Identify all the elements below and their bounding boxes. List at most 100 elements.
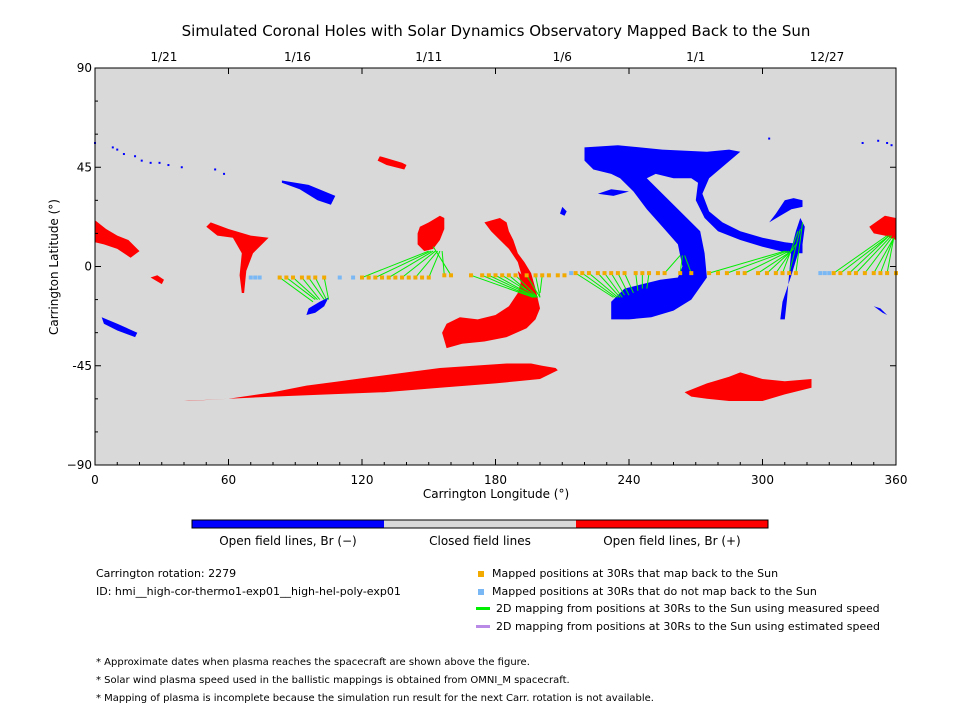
mapped-back-point-34 [580, 271, 585, 276]
y-tick-label-1: 45 [77, 160, 92, 174]
mapped-back-point-47 [689, 271, 694, 276]
measured-speed-line-39 [708, 250, 785, 274]
measured-speed-line-24 [539, 275, 543, 294]
x-tick-label-6: 360 [885, 473, 908, 487]
axes: 0 60 120 180 240 300 360 90 45 0 -45 −90 [67, 61, 908, 487]
measured-speed-line-28 [597, 272, 621, 298]
measured-speed-line-2 [292, 277, 318, 300]
open-negative-region-0 [584, 145, 803, 320]
mapped-back-point-37 [602, 271, 607, 276]
mapped-back-point-30 [546, 273, 551, 278]
mapped-back-point-31 [555, 273, 560, 278]
not-mapped-point-7 [822, 271, 827, 276]
measured-speed-line-5 [314, 277, 327, 300]
mapped-back-point-8 [366, 275, 371, 280]
measured-speed-line-25 [575, 272, 614, 298]
mapped-back-point-57 [787, 271, 792, 276]
mapped-back-point-53 [756, 271, 761, 276]
not-mapped-point-5 [569, 271, 574, 276]
open-positive-region-17 [184, 363, 558, 401]
open-negative-region-1 [780, 218, 805, 320]
mapped-back-point-4 [306, 275, 311, 280]
legend-label: Mapped positions at 30Rs that map back t… [492, 567, 779, 580]
mapped-back-point-39 [615, 271, 620, 276]
legend-item-measured-speed: 2D mapping from positions at 30Rs to the… [476, 602, 880, 615]
measured-speed-line-45 [782, 231, 799, 274]
measured-speed-line-1 [286, 277, 316, 300]
mapped-back-point-27 [524, 273, 529, 278]
mapped-back-point-28 [533, 273, 538, 278]
mapped-back-point-14 [406, 275, 411, 280]
open-negative-dot-12 [861, 141, 864, 144]
not-mapped-point-6 [818, 271, 823, 276]
measured-speed-line-33 [635, 273, 639, 291]
coronal-holes [94, 137, 896, 401]
line-marker-icon [476, 625, 490, 628]
not-mapped-point-4 [351, 275, 356, 280]
legend-label: Mapped positions at 30Rs that do not map… [492, 585, 817, 598]
measured-speed-line-0 [279, 277, 314, 303]
not-mapped-point-8 [827, 271, 832, 276]
measured-speed-line-40 [726, 250, 788, 274]
measured-speed-line-23 [535, 275, 541, 298]
open-negative-region-6 [101, 317, 138, 338]
mapped-back-point-9 [373, 275, 378, 280]
measured-speed-line-14 [432, 246, 452, 276]
colorbar-segment-1 [384, 520, 576, 528]
measured-speed-line-51 [855, 235, 892, 274]
colorbar-label-positive: Open field lines, Br (+) [603, 534, 741, 548]
y-tick-label-2: 0 [84, 260, 92, 274]
mapped-back-point-51 [736, 271, 741, 276]
mapped-back-point-24 [500, 273, 505, 278]
not-mapped-point-3 [337, 275, 342, 280]
measured-speed-line-38 [684, 255, 692, 274]
chart-title: Simulated Coronal Holes with Solar Dynam… [182, 22, 811, 40]
measured-speed-line-55 [886, 237, 895, 274]
open-negative-dot-14 [886, 141, 889, 144]
open-negative-dot-1 [111, 146, 114, 149]
measured-speed-line-31 [617, 272, 630, 296]
mapped-back-point-66 [885, 271, 890, 276]
measured-speed-line-27 [588, 272, 619, 298]
mapped-back-point-60 [838, 271, 843, 276]
measured-speed-line-53 [873, 237, 895, 274]
mapped-back-point-7 [360, 275, 364, 280]
mapped-back-point-21 [480, 273, 485, 278]
open-negative-region-5 [281, 180, 336, 205]
measured-speed-line-54 [879, 237, 895, 274]
open-negative-region-7 [306, 297, 329, 315]
open-negative-region-3 [597, 189, 629, 196]
mapped-back-point-54 [764, 271, 769, 276]
open-negative-dot-7 [158, 161, 161, 164]
mapped-back-point-1 [284, 275, 289, 280]
mapped-back-point-15 [413, 275, 418, 280]
open-positive-region-14 [442, 218, 540, 349]
top-date-label-4: 1/1 [686, 50, 705, 64]
open-negative-dot-10 [214, 168, 217, 171]
measured-speed-line-47 [795, 222, 804, 274]
measured-speed-line-22 [526, 275, 541, 298]
y-tick-label-3: -45 [72, 359, 92, 373]
mapped-back-point-33 [573, 271, 578, 276]
open-negative-region-4 [560, 206, 567, 216]
square-marker-icon [478, 570, 484, 577]
open-negative-dot-3 [122, 153, 125, 156]
line-marker-icon [476, 607, 490, 610]
mapped-back-point-5 [313, 275, 318, 280]
legend-label: 2D mapping from positions at 30Rs to the… [496, 602, 880, 615]
open-positive-region-16 [869, 215, 896, 240]
top-date-label-1: 1/16 [284, 50, 311, 64]
open-negative-dot-9 [180, 166, 183, 169]
mapped-back-point-16 [420, 275, 425, 280]
mapped-back-point-20 [469, 273, 474, 278]
colorbar-segment-2 [576, 520, 768, 528]
mapped-back-point-45 [662, 271, 667, 276]
measured-speed-line-10 [401, 250, 436, 278]
y-tick-label-0: 90 [77, 61, 92, 75]
mapped-back-point-6 [322, 275, 327, 280]
top-date-labels: 1/21 1/16 1/11 1/6 1/1 12/27 [150, 50, 844, 64]
open-positive-region-10 [206, 222, 269, 293]
open-positive-region-12 [377, 156, 407, 170]
open-negative-dot-5 [140, 159, 143, 162]
